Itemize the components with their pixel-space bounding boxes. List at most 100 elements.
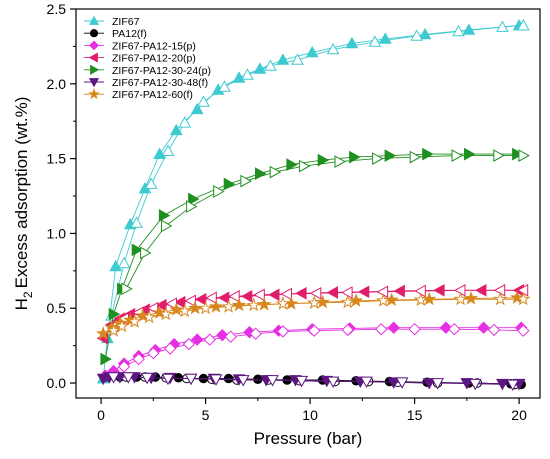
adsorption-point bbox=[158, 209, 171, 222]
desorption-point bbox=[326, 42, 340, 55]
desorption-point bbox=[121, 282, 133, 296]
desorption-point bbox=[487, 323, 501, 337]
desorption-point bbox=[178, 116, 192, 128]
adsorption-point bbox=[208, 299, 224, 313]
adsorption-point bbox=[393, 284, 405, 298]
adsorption-point bbox=[286, 158, 298, 171]
adsorption-point bbox=[231, 297, 247, 312]
adsorption-point bbox=[460, 378, 474, 390]
desorption-point bbox=[266, 375, 279, 387]
x-axis-title: Pressure (bar) bbox=[254, 429, 363, 448]
desorption-point bbox=[147, 346, 160, 360]
desorption-point bbox=[516, 291, 531, 306]
desorption-point bbox=[140, 246, 152, 260]
y-tick-label: 1.5 bbox=[47, 151, 67, 167]
adsorption-point bbox=[188, 192, 200, 206]
adsorption-point bbox=[108, 307, 121, 321]
legend-marker bbox=[89, 40, 99, 51]
legend: ZIF67PA12(f)ZIF67-PA12-15(p)ZIF67-PA12-2… bbox=[84, 15, 211, 101]
adsorption-point bbox=[422, 147, 434, 161]
series-4 bbox=[100, 147, 530, 366]
desorption-point bbox=[249, 327, 262, 340]
adsorption-point bbox=[240, 289, 253, 303]
legend-marker bbox=[88, 15, 100, 25]
adsorption-point bbox=[305, 45, 319, 58]
adsorption-point bbox=[216, 328, 229, 342]
adsorption-point bbox=[173, 295, 186, 309]
desorption-point bbox=[203, 333, 217, 346]
y-axis-title-prefix: H bbox=[12, 298, 31, 310]
adsorption-point bbox=[276, 53, 290, 65]
desorption-point bbox=[340, 294, 355, 309]
desorption-point bbox=[236, 375, 250, 387]
desorption-point bbox=[198, 300, 213, 315]
desorption-point bbox=[493, 283, 506, 297]
adsorption-point bbox=[464, 147, 476, 161]
adsorption-point bbox=[326, 286, 338, 299]
desorption-point bbox=[107, 372, 120, 384]
desorption-point bbox=[205, 291, 217, 305]
desorption-point bbox=[253, 288, 265, 302]
desorption-point bbox=[280, 287, 292, 301]
legend-marker bbox=[88, 78, 100, 88]
desorption-point bbox=[496, 20, 509, 32]
y-axis-title-main: Excess adsorption (wt.%) bbox=[12, 97, 31, 289]
desorption-point bbox=[341, 323, 354, 337]
adsorption-line bbox=[102, 25, 520, 379]
desorption-point bbox=[163, 342, 177, 355]
adsorption-point bbox=[317, 153, 330, 167]
legend-label: ZIF67 bbox=[112, 16, 140, 28]
desorption-point bbox=[341, 286, 353, 299]
y-axis-title: H2 Excess adsorption (wt.%) bbox=[12, 97, 35, 311]
adsorption-point bbox=[253, 62, 267, 74]
desorption-point bbox=[376, 285, 389, 299]
desorption-point bbox=[121, 372, 135, 384]
desorption-point bbox=[308, 324, 321, 337]
desorption-point bbox=[117, 360, 131, 373]
legend-marker bbox=[90, 64, 100, 75]
adsorption-point bbox=[109, 259, 123, 272]
legend-item: ZIF67 bbox=[84, 15, 140, 28]
series-6 bbox=[95, 290, 531, 340]
legend-item: ZIF67-PA12-30-24(p) bbox=[84, 64, 211, 77]
adsorption-point bbox=[268, 288, 280, 302]
legend-item: ZIF67-PA12-15(p) bbox=[84, 40, 196, 52]
adsorption-point bbox=[439, 321, 453, 334]
x-tick-label: 10 bbox=[302, 407, 318, 423]
desorption-point bbox=[186, 200, 198, 213]
adsorption-point bbox=[153, 147, 166, 159]
desorption-point bbox=[276, 325, 290, 338]
desorption-point bbox=[376, 293, 391, 307]
legend-item: ZIF67-PA12-20(p) bbox=[84, 52, 196, 65]
y-tick-label: 2.0 bbox=[47, 76, 67, 92]
desorption-point bbox=[241, 68, 254, 80]
desorption-point bbox=[197, 95, 210, 107]
adsorption-line bbox=[105, 327, 522, 376]
adsorption-point bbox=[315, 294, 330, 309]
legend-marker bbox=[88, 52, 98, 63]
desorption-point bbox=[240, 174, 252, 188]
x-tick-label: 0 bbox=[97, 407, 105, 423]
desorption-point bbox=[451, 149, 463, 162]
y-tick-label: 1.0 bbox=[47, 225, 67, 241]
series-0 bbox=[96, 18, 530, 384]
adsorption-point bbox=[387, 321, 400, 334]
desorption-point bbox=[140, 372, 154, 385]
y-tick-label: 2.5 bbox=[47, 1, 67, 17]
adsorption-point bbox=[169, 123, 183, 136]
adsorption-point bbox=[512, 147, 524, 161]
desorption-point bbox=[506, 379, 520, 392]
desorption-point bbox=[431, 378, 444, 390]
adsorption-point bbox=[131, 243, 144, 257]
adsorption-point bbox=[474, 283, 487, 297]
adsorption-point bbox=[232, 71, 246, 83]
desorption-point bbox=[298, 159, 311, 173]
desorption-point bbox=[130, 216, 143, 228]
adsorption-point bbox=[418, 27, 432, 40]
desorption-point bbox=[221, 299, 236, 313]
legend-label: ZIF67-PA12-60(f) bbox=[112, 89, 193, 101]
desorption-point bbox=[414, 284, 426, 298]
desorption-point bbox=[218, 80, 231, 92]
adsorption-point bbox=[384, 292, 399, 307]
adsorption-point bbox=[255, 167, 267, 180]
